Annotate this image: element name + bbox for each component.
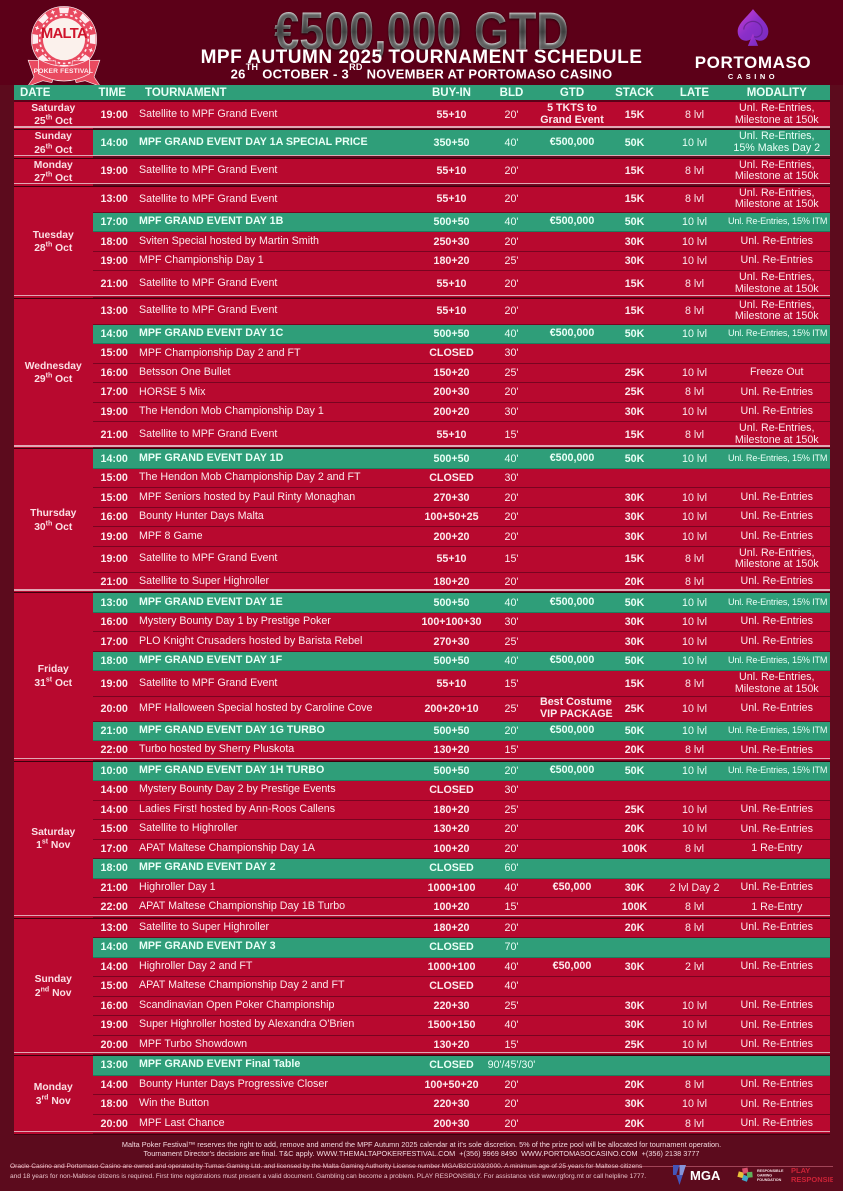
svg-text:GAMING: GAMING [757,1174,772,1178]
svg-text:RESPONSIBLY: RESPONSIBLY [791,1175,833,1184]
svg-text:FOUNDATION: FOUNDATION [757,1178,782,1182]
svg-text:RESPONSIBLE: RESPONSIBLE [757,1169,784,1173]
svg-text:MGA: MGA [690,1168,721,1183]
svg-text:PLAY: PLAY [791,1166,810,1175]
